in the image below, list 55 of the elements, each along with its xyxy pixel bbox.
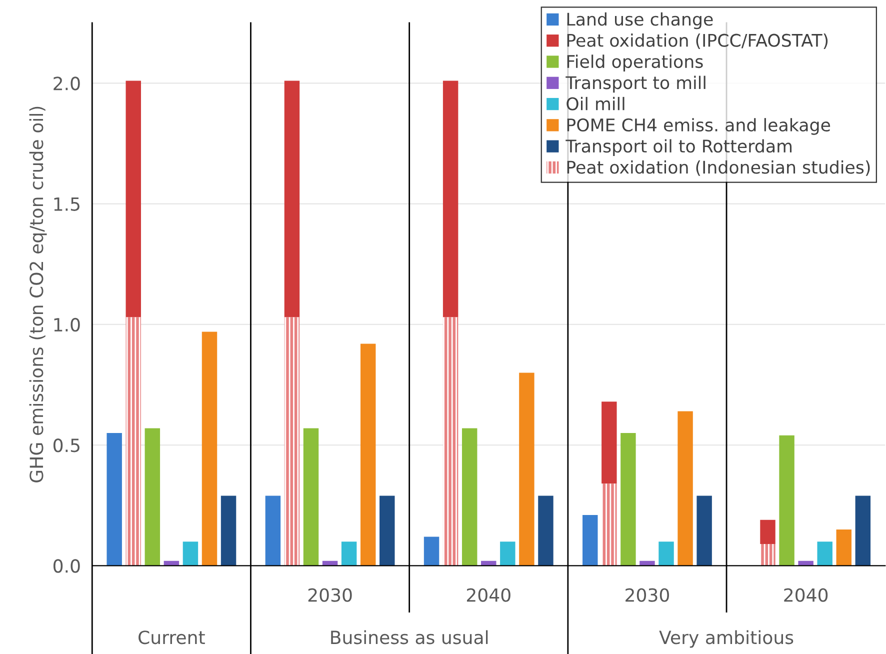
- x-tick-label: 2030: [308, 588, 352, 602]
- bar: [696, 496, 712, 566]
- text: Current: [138, 630, 205, 644]
- bar: [836, 530, 852, 566]
- bar: [442, 80, 458, 318]
- bar: [126, 80, 141, 318]
- bar: [500, 542, 516, 566]
- bar: [519, 372, 534, 566]
- bar: [538, 496, 554, 566]
- text: Very ambitious: [659, 630, 794, 648]
- bar: [602, 484, 617, 566]
- bar: [144, 428, 160, 566]
- bar: [855, 496, 871, 566]
- bar: [284, 80, 300, 318]
- legend-label: Oil mill: [566, 96, 624, 110]
- bar: [779, 435, 794, 566]
- legend-label: Peat oxidation (IPCC/FAOSTAT): [567, 33, 828, 49]
- bar: [760, 520, 776, 544]
- x-tick-label: 2040: [466, 588, 510, 602]
- legend-label: POME CH4 emiss. and leakage: [567, 118, 830, 135]
- legend-label: Land use change: [567, 12, 713, 30]
- bar: [284, 317, 300, 566]
- bar: [303, 428, 319, 566]
- bar: [182, 542, 198, 566]
- y-tick-label: 1.0: [54, 318, 80, 332]
- bar: [602, 402, 617, 484]
- bar: [817, 542, 832, 566]
- text: Business as usual: [331, 630, 488, 644]
- x-tick-label: 2030: [626, 588, 669, 602]
- legend-label: Field operations: [567, 54, 703, 72]
- x-tick-label: 2040: [784, 588, 828, 602]
- y-tick-label: 1.5: [54, 198, 80, 211]
- bar: [341, 542, 357, 566]
- y-tick-label: 0.0: [54, 559, 80, 573]
- bar: [620, 433, 636, 566]
- bar: [126, 317, 141, 566]
- bar: [760, 544, 776, 566]
- y-tick-label: 0.5: [54, 438, 80, 452]
- y-tick-label: 2.0: [54, 76, 80, 90]
- bar: [380, 496, 395, 566]
- legend-label: Transport oil to Rotterdam: [566, 139, 792, 156]
- bar: [582, 515, 598, 566]
- bar: [360, 344, 376, 566]
- bar: [658, 542, 674, 566]
- legend-label: Transport to mill: [566, 76, 706, 93]
- bar: [220, 496, 236, 566]
- y-axis-title: GHG emissions (ton CO2 eq/ton crude oil): [29, 106, 47, 482]
- bar: [678, 411, 693, 566]
- bar: [265, 496, 281, 566]
- bar: [424, 536, 440, 566]
- bar: [442, 317, 458, 566]
- bar: [462, 428, 478, 566]
- bar: [106, 433, 122, 566]
- bar: [202, 332, 218, 566]
- legend-label: Peat oxidation (Indonesian studies): [567, 160, 870, 176]
